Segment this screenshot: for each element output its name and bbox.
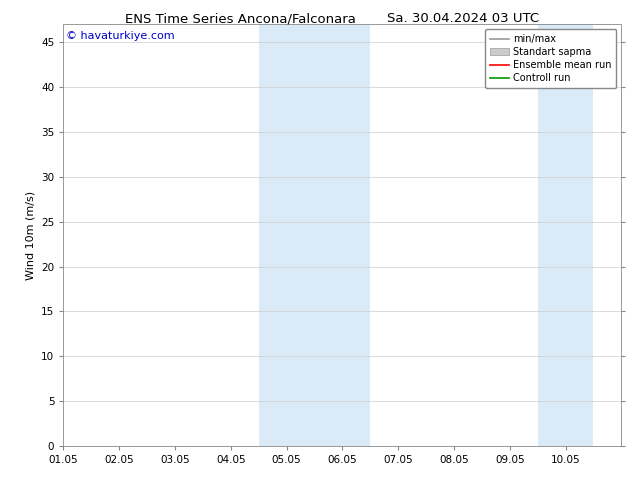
Legend: min/max, Standart sapma, Ensemble mean run, Controll run: min/max, Standart sapma, Ensemble mean r… xyxy=(485,29,616,88)
Bar xyxy=(259,24,314,446)
Bar xyxy=(538,24,593,446)
Bar xyxy=(314,24,370,446)
Text: ENS Time Series Ancona/Falconara: ENS Time Series Ancona/Falconara xyxy=(126,12,356,25)
Y-axis label: Wind 10m (m/s): Wind 10m (m/s) xyxy=(25,191,36,280)
Text: Sa. 30.04.2024 03 UTC: Sa. 30.04.2024 03 UTC xyxy=(387,12,539,25)
Text: © havaturkiye.com: © havaturkiye.com xyxy=(66,31,175,41)
